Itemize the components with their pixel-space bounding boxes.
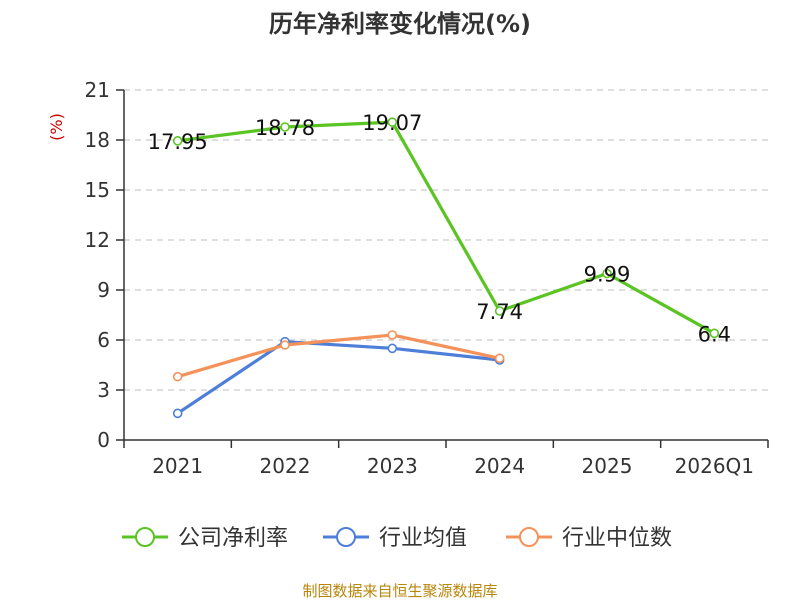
x-tick-label: 2025: [582, 454, 633, 478]
legend-label: 公司净利率: [178, 526, 288, 551]
y-tick-label: 6: [97, 328, 110, 352]
x-tick-label: 2021: [152, 454, 203, 478]
data-label: 17.95: [148, 130, 208, 154]
x-tick-label: 2022: [260, 454, 311, 478]
data-label: 9.99: [584, 263, 631, 287]
data-point: [387, 330, 398, 340]
y-tick-label: 9: [97, 278, 110, 302]
series-line: [176, 120, 716, 335]
y-tick-label: 0: [97, 428, 110, 452]
legend-label: 行业中位数: [562, 526, 672, 551]
y-tick-label: 21: [85, 78, 110, 102]
y-tick-label: 12: [85, 228, 110, 252]
data-point: [709, 328, 720, 339]
data-point: [172, 371, 183, 382]
data-point: [280, 122, 290, 132]
x-tick-label: 2024: [474, 454, 525, 478]
y-axis-unit: (%): [47, 113, 66, 141]
data-point: [387, 117, 398, 127]
data-point: [494, 353, 505, 364]
data-point: [172, 136, 183, 146]
x-tick-label: 2023: [367, 454, 418, 478]
data-point: [602, 268, 612, 279]
data-point: [387, 343, 398, 354]
data-label: 18.78: [255, 116, 315, 140]
legend-label: 行业均值: [379, 526, 467, 551]
data-point: [172, 408, 183, 419]
y-tick-label: 15: [85, 178, 110, 202]
data-point: [494, 306, 505, 316]
legend-marker: [519, 527, 539, 547]
source-note: 制图数据来自恒生聚源数据库: [302, 582, 497, 600]
data-label: 7.74: [476, 300, 523, 324]
chart-title: 历年净利率变化情况(%): [269, 10, 531, 38]
y-tick-label: 18: [85, 128, 110, 152]
y-tick-label: 3: [97, 378, 110, 402]
data-label: 6.4: [698, 322, 731, 346]
data-point: [280, 340, 290, 350]
series-line: [176, 340, 502, 415]
legend-marker: [135, 527, 155, 547]
x-tick-label: 2026Q1: [675, 454, 754, 478]
data-label: 19.07: [362, 111, 422, 135]
legend-marker: [336, 527, 356, 547]
series-line: [176, 333, 502, 379]
